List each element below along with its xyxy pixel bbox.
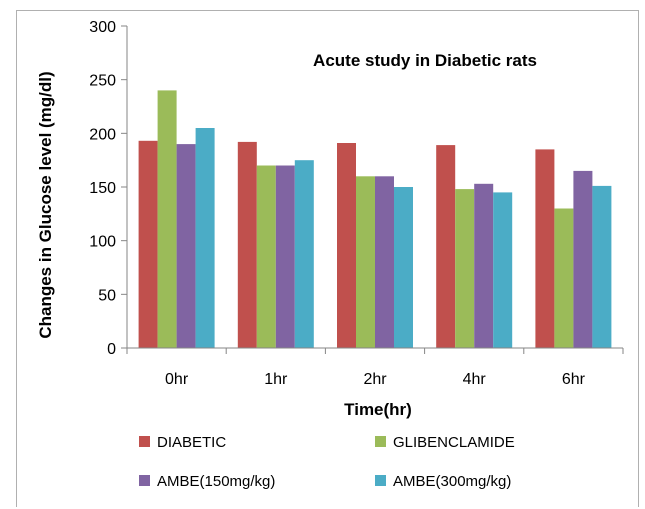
legend-label: AMBE(150mg/kg): [157, 473, 275, 490]
y-axis-label: Changes in Glucose level (mg/dl): [36, 71, 55, 338]
bar-diabetic-1hr: [237, 141, 257, 348]
bar-glibenclamide-2hr: [356, 176, 375, 348]
bar-glibenclamide-6hr: [554, 208, 574, 348]
bar-glibenclamide-1hr: [256, 165, 276, 348]
x-axis-label: Time(hr): [344, 400, 412, 419]
x-tick-label: 2hr: [363, 371, 387, 388]
y-tick-label: 150: [89, 180, 116, 197]
chart-title: Acute study in Diabetic rats: [313, 51, 537, 70]
legend-label: GLIBENCLAMIDE: [393, 434, 515, 451]
legend: DIABETIC GLIBENCLAMIDE AMBE(150mg/kg) AMBE(…: [139, 434, 515, 490]
legend-swatch-diabetic: [139, 436, 150, 447]
bar-glibenclamide-0hr: [157, 90, 177, 349]
y-tick-label: 0: [107, 341, 116, 358]
y-tick-label: 200: [89, 126, 116, 143]
y-tick-label: 100: [89, 234, 116, 251]
bar-ambe-150mg-kg--0hr: [176, 144, 196, 348]
bar-ambe-300mg-kg--2hr: [394, 187, 413, 348]
bar-diabetic-2hr: [337, 143, 356, 348]
x-tick-label: 0hr: [165, 371, 189, 388]
chart-frame: [16, 10, 639, 507]
x-tick-label: 4hr: [463, 371, 487, 388]
x-tick-label: 6hr: [562, 371, 586, 388]
legend-label: AMBE(300mg/kg): [393, 473, 511, 490]
bar-ambe-150mg-kg--2hr: [375, 176, 394, 348]
bar-ambe-300mg-kg--4hr: [493, 192, 513, 348]
bar-ambe-300mg-kg--0hr: [195, 128, 215, 348]
bar-ambe-150mg-kg--4hr: [474, 183, 494, 348]
bar-glibenclamide-4hr: [455, 189, 475, 348]
y-tick-label: 250: [89, 73, 116, 90]
bar-diabetic-0hr: [138, 140, 158, 348]
axes-group: 0 50 100 150 200 250 300 0hr 1hr 2hr 4hr 6hr: [89, 19, 624, 388]
legend-swatch-glibenclamide: [375, 436, 386, 447]
legend-swatch-ambe-150mg-kg-: [139, 475, 150, 486]
bar-ambe-300mg-kg--6hr: [592, 185, 612, 348]
legend-swatch-ambe-300mg-kg-: [375, 475, 386, 486]
legend-label: DIABETIC: [157, 434, 226, 451]
bars-group: [138, 90, 612, 349]
bar-diabetic-4hr: [436, 145, 456, 348]
bar-ambe-150mg-kg--1hr: [275, 165, 295, 348]
x-tick-label: 1hr: [264, 371, 288, 388]
y-tick-label: 50: [98, 287, 116, 304]
bar-diabetic-6hr: [535, 149, 555, 348]
bar-ambe-300mg-kg--1hr: [294, 160, 314, 348]
bar-ambe-150mg-kg--6hr: [573, 170, 593, 348]
y-tick-label: 300: [89, 19, 116, 36]
